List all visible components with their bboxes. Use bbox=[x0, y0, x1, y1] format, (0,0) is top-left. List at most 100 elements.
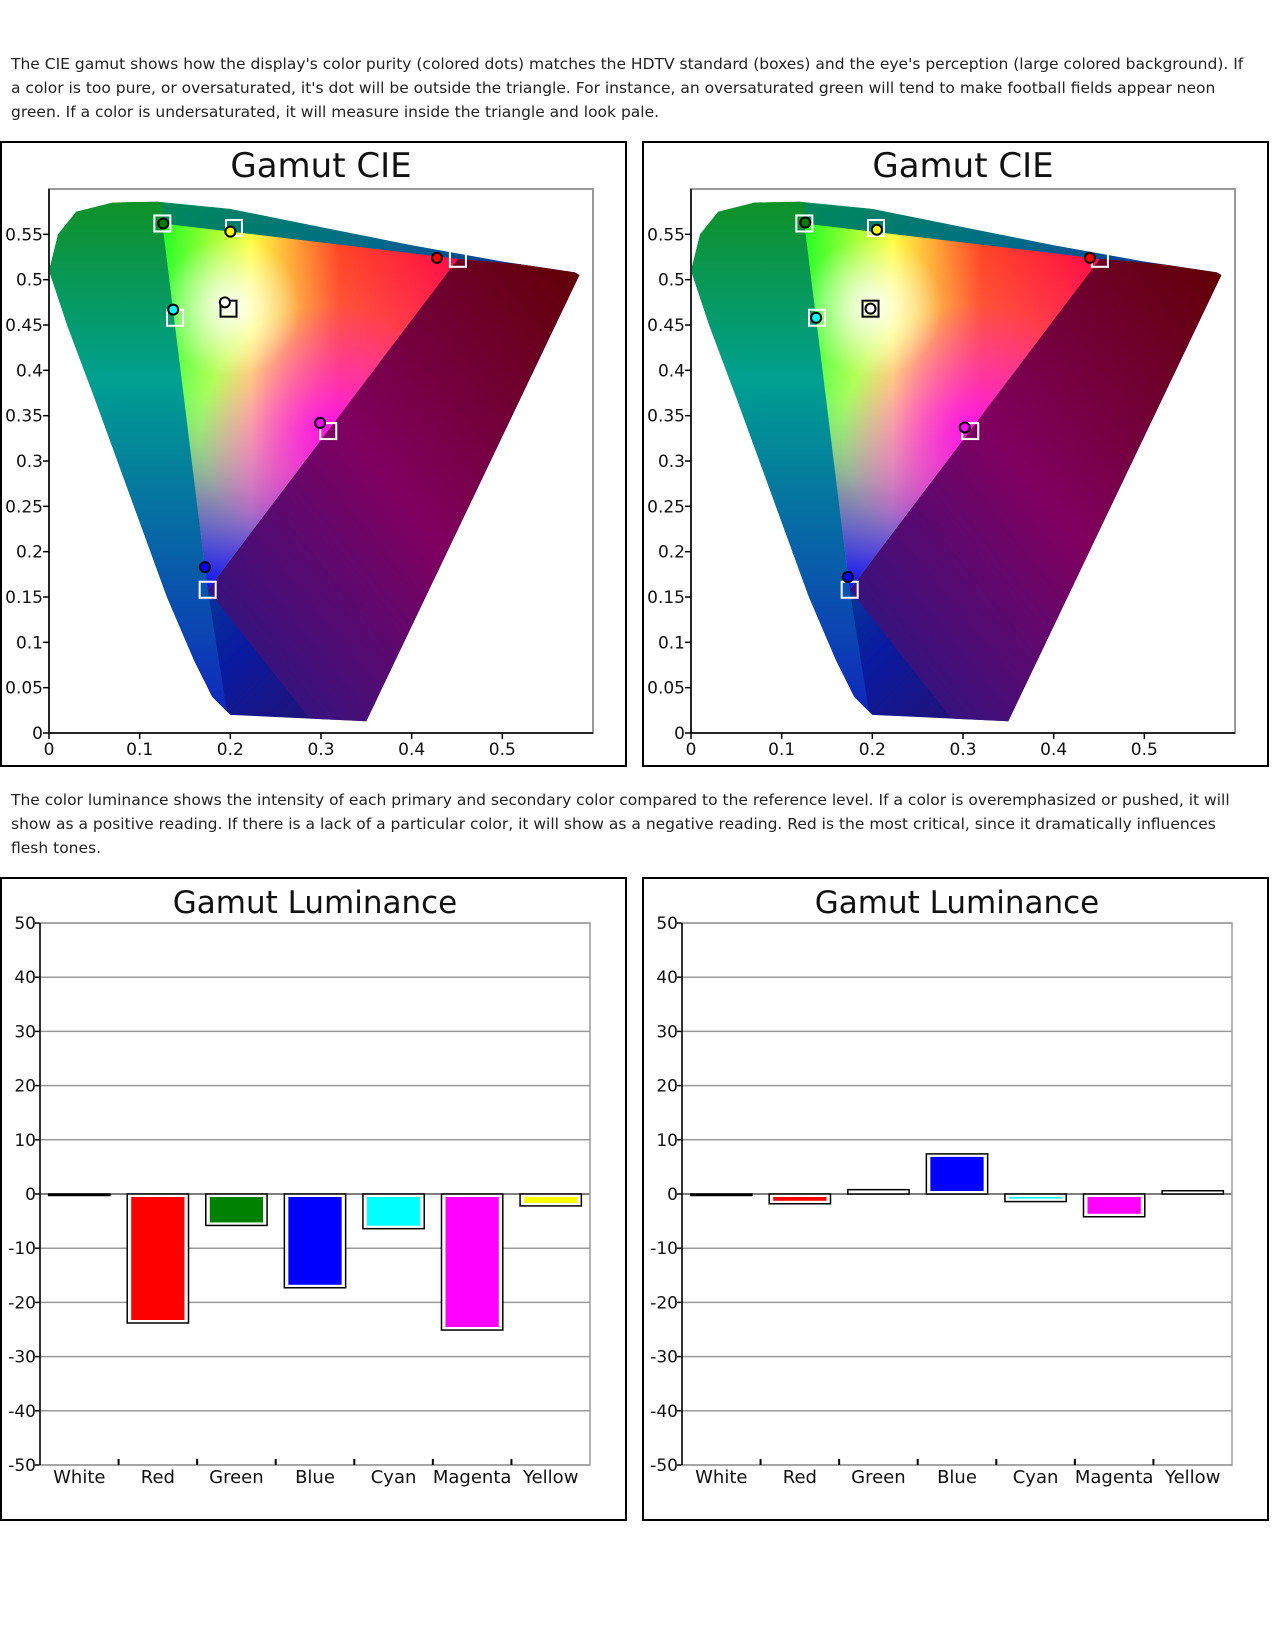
measured-point-yellow bbox=[224, 225, 237, 238]
measured-point-green bbox=[157, 217, 170, 230]
bar-blue bbox=[930, 1156, 984, 1191]
cie-chart-left: Gamut CIE 0 0.05 0.1 0.15 0.2 0.25 0.3 0.35 0.4 0.… bbox=[0, 141, 627, 767]
category-label-magenta: Magenta bbox=[433, 1467, 512, 1488]
chart-title: Gamut CIE bbox=[230, 146, 411, 186]
measured-point-magenta bbox=[958, 421, 971, 434]
y-tick-label: -30 bbox=[8, 1348, 36, 1368]
bar-magenta bbox=[1087, 1197, 1141, 1214]
y-tick-label: -20 bbox=[8, 1293, 36, 1313]
reference-box-red bbox=[448, 249, 467, 268]
luminance-chart-left-svg: Gamut Luminance 50 40 30 20 10 0 -10 -20 -30 -40 -5… bbox=[8, 885, 591, 1488]
y-tick-label: 0 bbox=[32, 724, 43, 744]
luminance-description: The color luminance shows the intensity … bbox=[11, 791, 1230, 857]
chart-title: Gamut CIE bbox=[872, 146, 1053, 186]
cie-chart-left-svg: Gamut CIE 0 0.05 0.1 0.15 0.2 0.25 0.3 0.35 0.4 0.… bbox=[5, 146, 594, 760]
y-tick-label: 0.4 bbox=[16, 361, 43, 381]
cie-chart-right: Gamut CIE 0 0.05 0.1 0.15 0.2 0.25 0.3 0.35 0.4 0.… bbox=[642, 141, 1269, 767]
bar-frame-green bbox=[847, 1188, 910, 1195]
measured-point-yellow bbox=[870, 223, 883, 236]
y-tick-label: 0.25 bbox=[5, 497, 43, 517]
y-tick-label: 0.2 bbox=[658, 543, 685, 563]
category-label-red: Red bbox=[141, 1467, 175, 1488]
reference-box-green bbox=[153, 214, 172, 233]
y-tick-label: 0.25 bbox=[647, 497, 685, 517]
luminance-chart-right-svg: Gamut Luminance 50 40 30 20 10 0 -10 -20 -30 -40 -5… bbox=[650, 885, 1233, 1488]
measured-point-red bbox=[431, 251, 444, 264]
x-tick-label: 0.2 bbox=[217, 740, 244, 760]
y-tick-label: 30 bbox=[14, 1022, 36, 1042]
category-label-cyan: Cyan bbox=[371, 1467, 417, 1488]
y-tick-label: 0.55 bbox=[5, 225, 43, 245]
category-label-white: White bbox=[695, 1467, 747, 1488]
chart-title: Gamut Luminance bbox=[815, 885, 1099, 921]
measured-point-red bbox=[1083, 251, 1096, 264]
y-tick-label: 0.05 bbox=[5, 679, 43, 699]
x-tick-label: 0.3 bbox=[307, 740, 334, 760]
luminance-chart-left: Gamut Luminance 50 40 30 20 10 0 -10 -20 -30 -40 -5… bbox=[0, 877, 627, 1521]
y-tick-label: 0 bbox=[667, 1185, 678, 1205]
y-tick-label: 40 bbox=[656, 968, 678, 988]
x-tick-label: 0.4 bbox=[1040, 740, 1067, 760]
bar-red bbox=[131, 1197, 185, 1320]
y-tick-label: -40 bbox=[8, 1402, 36, 1422]
y-tick-label: -50 bbox=[8, 1456, 36, 1476]
x-tick-label: 0 bbox=[44, 740, 55, 760]
y-tick-label: 0.5 bbox=[658, 271, 685, 291]
y-tick-label: 0.3 bbox=[658, 452, 685, 472]
chart-title: Gamut Luminance bbox=[173, 885, 457, 921]
y-tick-label: -50 bbox=[650, 1456, 678, 1476]
x-tick-label: 0.5 bbox=[1131, 740, 1158, 760]
y-tick-label: 0.35 bbox=[5, 407, 43, 427]
y-tick-label: 30 bbox=[656, 1022, 678, 1042]
measured-point-magenta bbox=[314, 416, 327, 429]
y-tick-label: -40 bbox=[650, 1402, 678, 1422]
y-tick-label: 50 bbox=[656, 914, 678, 934]
bar-frame-yellow bbox=[1161, 1189, 1225, 1195]
y-tick-label: 0.1 bbox=[658, 633, 685, 653]
category-label-white: White bbox=[53, 1467, 105, 1488]
y-tick-label: 0 bbox=[674, 724, 685, 744]
category-label-cyan: Cyan bbox=[1013, 1467, 1059, 1488]
category-label-green: Green bbox=[851, 1467, 906, 1488]
y-tick-label: 20 bbox=[656, 1077, 678, 1097]
bar-magenta bbox=[445, 1197, 499, 1328]
bar-cyan bbox=[1008, 1197, 1063, 1199]
y-tick-label: 0.45 bbox=[647, 316, 685, 336]
reference-box-cyan bbox=[808, 308, 827, 327]
measured-point-blue bbox=[841, 571, 854, 584]
y-tick-label: 0.15 bbox=[647, 588, 685, 608]
reference-box-white bbox=[861, 299, 880, 318]
y-tick-label: 0.4 bbox=[658, 361, 685, 381]
y-tick-label: 0.3 bbox=[16, 452, 43, 472]
y-tick-label: 20 bbox=[14, 1077, 36, 1097]
x-tick-label: 0 bbox=[686, 740, 697, 760]
category-label-green: Green bbox=[209, 1467, 264, 1488]
y-tick-label: -20 bbox=[650, 1293, 678, 1313]
bar-red bbox=[773, 1197, 827, 1201]
category-label-blue: Blue bbox=[295, 1467, 335, 1488]
bar-frame-white bbox=[689, 1193, 753, 1197]
y-tick-label: -10 bbox=[8, 1239, 36, 1259]
y-tick-label: 0.05 bbox=[647, 679, 685, 699]
measured-point-blue bbox=[198, 561, 211, 574]
x-tick-label: 0.1 bbox=[126, 740, 153, 760]
y-tick-label: 0.15 bbox=[5, 588, 43, 608]
y-tick-label: 10 bbox=[14, 1131, 36, 1151]
y-tick-label: 0.35 bbox=[647, 407, 685, 427]
y-tick-label: 0.5 bbox=[16, 271, 43, 291]
cie-chart-right-svg: Gamut CIE 0 0.05 0.1 0.15 0.2 0.25 0.3 0.35 0.4 0.… bbox=[647, 146, 1236, 760]
y-tick-label: 0 bbox=[25, 1185, 36, 1205]
x-tick-label: 0.4 bbox=[398, 740, 425, 760]
x-tick-label: 0.5 bbox=[489, 740, 516, 760]
y-tick-label: -10 bbox=[650, 1239, 678, 1259]
x-tick-label: 0.2 bbox=[859, 740, 886, 760]
y-tick-label: 10 bbox=[656, 1131, 678, 1151]
x-tick-label: 0.3 bbox=[949, 740, 976, 760]
bar-cyan bbox=[366, 1197, 421, 1226]
y-tick-label: 40 bbox=[14, 968, 36, 988]
y-tick-label: 0.45 bbox=[5, 316, 43, 336]
bar-blue bbox=[288, 1197, 342, 1285]
measured-point-cyan bbox=[810, 311, 823, 324]
bar-yellow bbox=[524, 1197, 578, 1203]
reference-box-yellow bbox=[866, 218, 885, 237]
